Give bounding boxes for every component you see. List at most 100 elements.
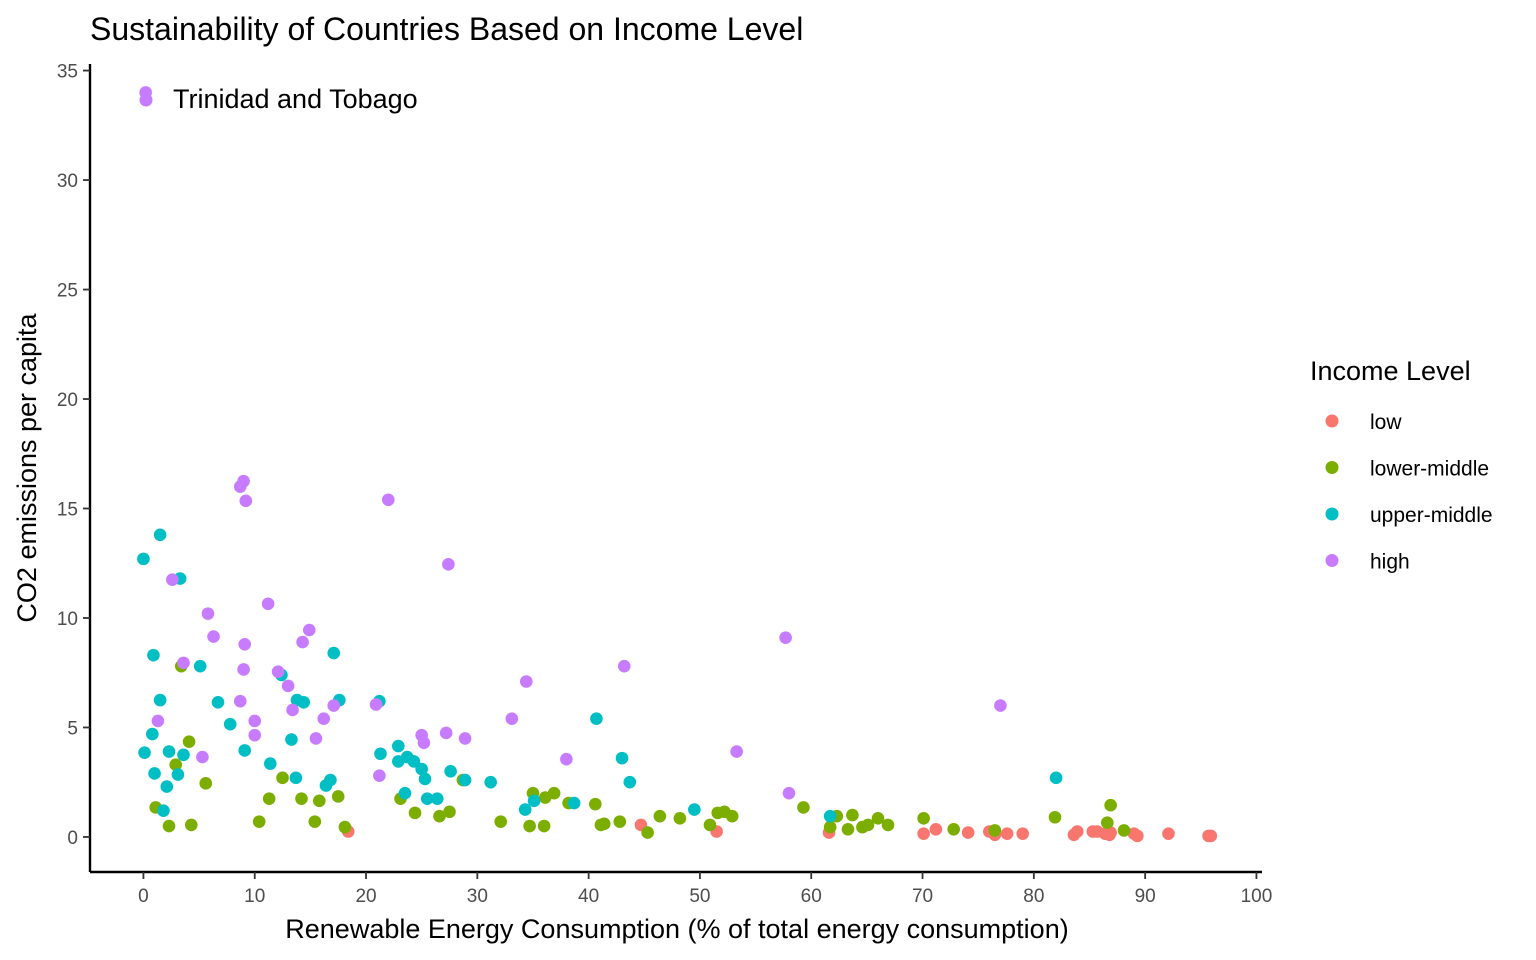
data-point-upper-middle bbox=[398, 786, 412, 800]
data-point-high bbox=[381, 493, 395, 507]
data-point-lower-middle bbox=[673, 812, 687, 825]
x-tick-label: 20 bbox=[355, 886, 376, 907]
data-point-upper-middle bbox=[148, 767, 161, 780]
data-point-upper-middle bbox=[285, 733, 298, 746]
data-point-high bbox=[196, 750, 209, 764]
x-tick-label: 60 bbox=[801, 886, 822, 907]
data-point-upper-middle bbox=[418, 772, 432, 786]
legend-label-high: high bbox=[1370, 551, 1410, 574]
data-point-lower-middle bbox=[523, 819, 536, 833]
data-point-high bbox=[560, 752, 573, 766]
data-point-lower-middle bbox=[494, 815, 508, 828]
data-point-low bbox=[929, 823, 943, 836]
data-point-high bbox=[248, 728, 262, 742]
data-point-lower-middle bbox=[312, 794, 326, 808]
data-point-upper-middle bbox=[137, 552, 150, 566]
data-point-lower-middle bbox=[1048, 810, 1062, 824]
data-point-upper-middle bbox=[590, 712, 603, 726]
legend-key-high bbox=[1325, 554, 1339, 567]
data-point-low bbox=[961, 826, 975, 839]
data-point-lower-middle bbox=[653, 809, 667, 823]
data-point-high bbox=[730, 745, 743, 758]
data-point-high bbox=[617, 659, 631, 673]
data-point-upper-middle bbox=[444, 764, 457, 778]
data-point-upper-middle bbox=[177, 748, 190, 762]
data-point-high bbox=[237, 474, 250, 488]
data-point-high bbox=[369, 698, 383, 711]
data-points bbox=[137, 86, 1218, 843]
data-point-upper-middle bbox=[289, 771, 303, 785]
data-point-lower-middle bbox=[295, 792, 308, 805]
data-point-high bbox=[317, 712, 331, 726]
data-point-lower-middle bbox=[331, 790, 345, 803]
y-tick-label: 10 bbox=[57, 609, 78, 630]
data-point-upper-middle bbox=[146, 727, 159, 741]
data-point-lower-middle bbox=[199, 777, 213, 790]
data-point-low bbox=[1000, 827, 1014, 840]
data-point-lower-middle bbox=[1100, 816, 1114, 830]
data-point-upper-middle bbox=[430, 792, 444, 805]
data-point-lower-middle bbox=[823, 820, 837, 834]
data-point-upper-middle bbox=[458, 773, 472, 787]
data-point-high bbox=[201, 607, 215, 620]
data-point-lower-middle bbox=[433, 809, 446, 823]
data-point-high bbox=[207, 630, 220, 643]
x-tick-label: 100 bbox=[1241, 886, 1273, 907]
data-point-lower-middle bbox=[846, 808, 859, 822]
data-point-upper-middle bbox=[415, 762, 428, 776]
data-point-upper-middle bbox=[238, 744, 252, 757]
data-point-upper-middle bbox=[688, 803, 701, 816]
data-point-upper-middle bbox=[420, 792, 434, 805]
y-axis-ticks: 0 5 10 15 20 25 30 35 bbox=[57, 62, 90, 849]
data-point-lower-middle bbox=[725, 809, 739, 823]
data-point-lower-middle bbox=[861, 818, 875, 832]
data-point-high bbox=[271, 665, 285, 678]
data-point-upper-middle bbox=[160, 780, 174, 793]
data-point-lower-middle bbox=[988, 824, 1002, 837]
data-point-lower-middle bbox=[1104, 798, 1117, 812]
legend-title: Income Level bbox=[1310, 356, 1471, 386]
data-point-lower-middle bbox=[589, 797, 602, 811]
data-point-lower-middle bbox=[871, 812, 885, 825]
legend: Income Level low lower-middle upper-middle… bbox=[1310, 356, 1493, 574]
data-point-upper-middle bbox=[264, 757, 277, 770]
y-axis-title: CO2 emissions per capita bbox=[12, 312, 42, 622]
data-point-lower-middle bbox=[547, 786, 561, 800]
data-point-high bbox=[296, 635, 309, 649]
data-point-lower-middle bbox=[597, 817, 611, 831]
data-point-lower-middle bbox=[917, 812, 930, 825]
data-point-high bbox=[520, 675, 533, 688]
data-point-high bbox=[994, 699, 1007, 712]
data-point-lower-middle bbox=[262, 792, 276, 805]
data-point-high bbox=[261, 597, 275, 611]
data-point-low bbox=[1162, 827, 1175, 840]
data-point-high bbox=[166, 573, 179, 586]
data-point-lower-middle bbox=[947, 823, 960, 836]
data-point-high bbox=[782, 786, 796, 800]
data-point-lower-middle bbox=[276, 771, 289, 785]
data-point-high bbox=[238, 637, 252, 651]
data-point-high bbox=[458, 732, 472, 745]
data-point-high bbox=[302, 623, 316, 637]
x-tick-label: 30 bbox=[467, 886, 488, 907]
data-point-upper-middle bbox=[615, 751, 629, 765]
data-point-upper-middle bbox=[823, 809, 837, 823]
y-tick-label: 30 bbox=[57, 171, 78, 192]
point-annotation: Trinidad and Tobago bbox=[139, 84, 418, 114]
y-tick-label: 25 bbox=[57, 281, 78, 302]
data-point-high bbox=[248, 714, 262, 728]
data-point-low bbox=[1070, 825, 1084, 838]
y-tick-label: 5 bbox=[67, 718, 78, 739]
data-point-upper-middle bbox=[171, 768, 185, 781]
data-point-upper-middle bbox=[374, 747, 387, 761]
x-tick-label: 90 bbox=[1135, 886, 1156, 907]
legend-key-upper-middle bbox=[1325, 507, 1339, 521]
data-point-low bbox=[1104, 826, 1117, 839]
data-point-upper-middle bbox=[157, 804, 170, 817]
data-point-upper-middle bbox=[484, 775, 497, 789]
data-point-upper-middle bbox=[147, 648, 160, 662]
data-point-high bbox=[505, 712, 519, 726]
x-axis-ticks: 0 10 20 30 40 50 60 70 80 90 100 bbox=[138, 872, 1272, 907]
data-point-lower-middle bbox=[162, 819, 176, 833]
